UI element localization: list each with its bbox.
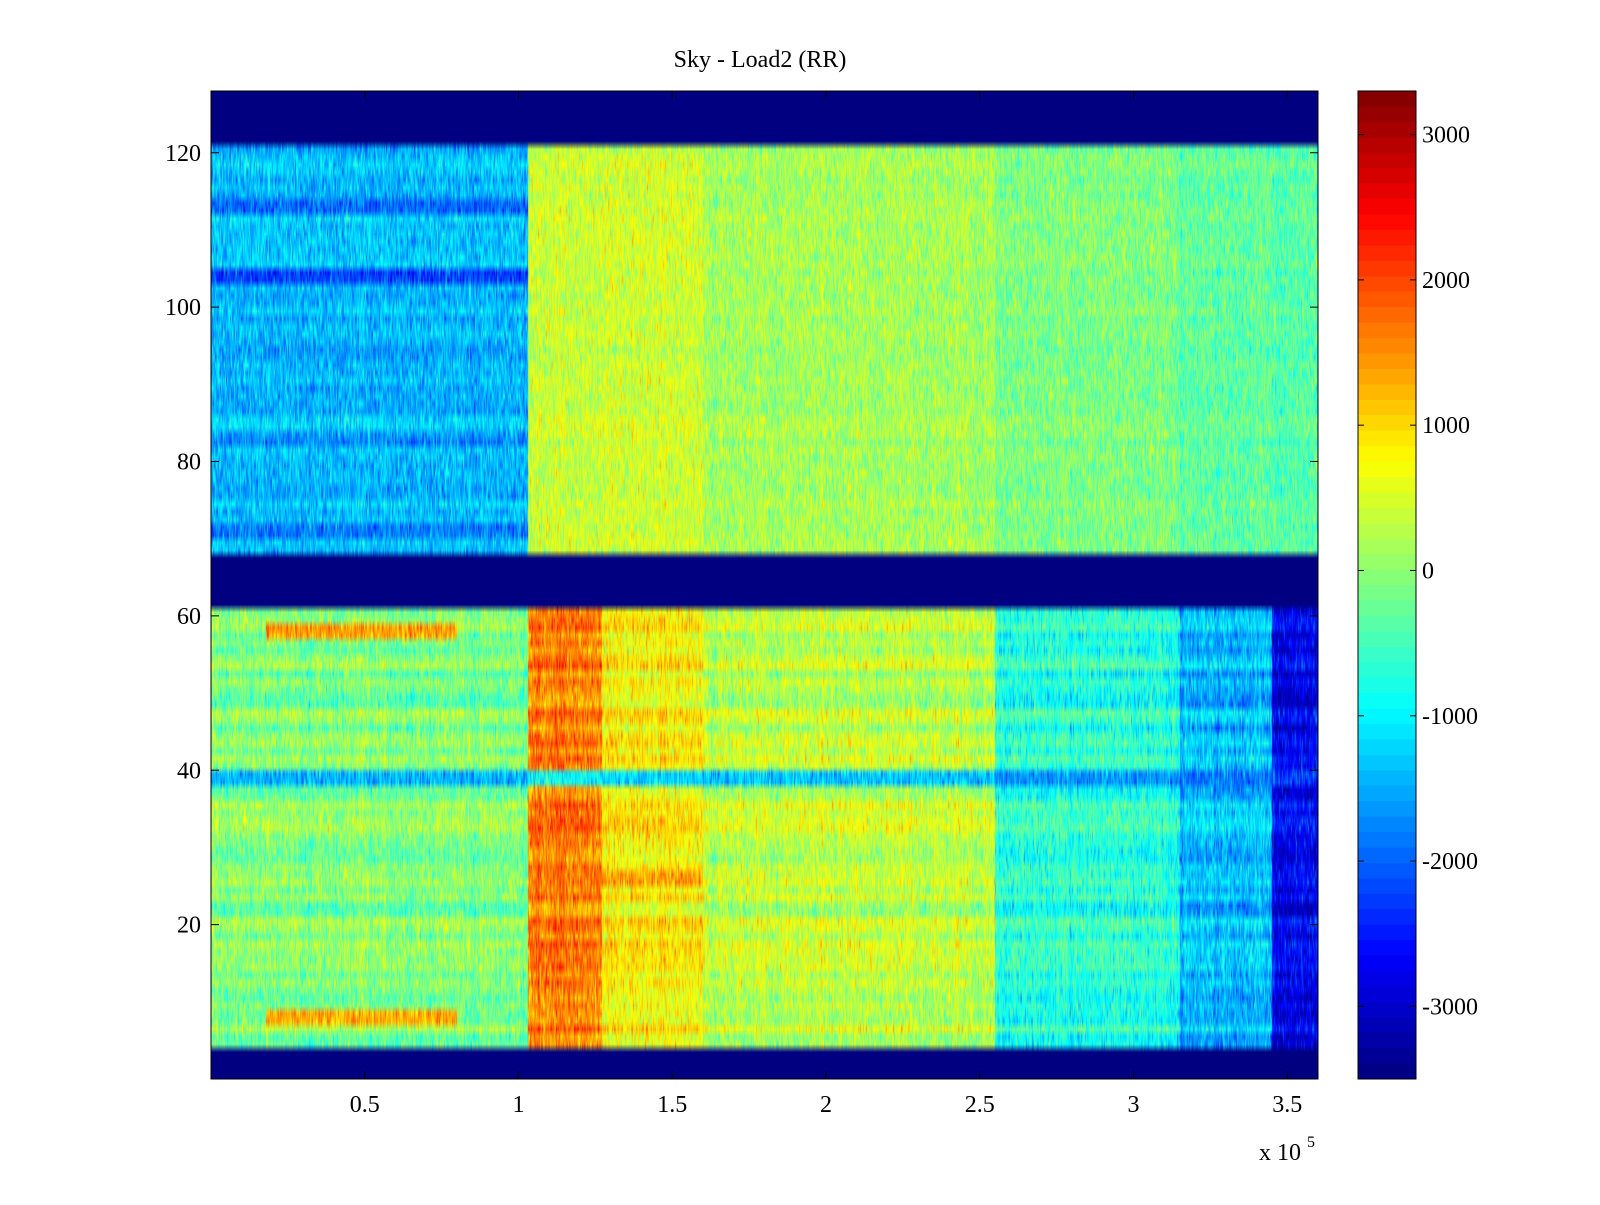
x-tick-label: 3 [1128, 1092, 1140, 1118]
colorbar: 3000 2000 1000 0 -1000 -2000 -3000 [1357, 90, 1478, 1080]
y-tick-label: 100 [165, 295, 201, 321]
colorbar-tick-label: -1000 [1422, 704, 1478, 730]
chart-title: Sky - Load2 (RR) [674, 47, 847, 73]
x-tick-label: 1.5 [657, 1092, 687, 1118]
x-tick-label: 2.5 [965, 1092, 995, 1118]
colorbar-tick-label: -2000 [1422, 849, 1478, 875]
colorbar-tick-label: 3000 [1422, 123, 1470, 149]
x-tick-label: 2 [820, 1092, 832, 1118]
x-axis-multiplier-exponent: 5 [1307, 1134, 1315, 1151]
y-axis: 20 40 60 80 100 120 [165, 141, 1318, 939]
y-tick-label: 20 [177, 913, 201, 939]
y-tick-label: 60 [177, 604, 201, 630]
y-tick-label: 40 [177, 758, 201, 784]
heatmap-image [211, 91, 1318, 1079]
x-axis: 0.5 1 1.5 2 2.5 3 3.5 [350, 91, 1302, 1118]
colorbar-ticks: 3000 2000 1000 0 -1000 -2000 -3000 [1358, 123, 1478, 1020]
x-axis-multiplier: x 10 5 [1259, 1134, 1315, 1166]
plot-frame [210, 90, 1319, 1080]
y-tick-label: 80 [177, 450, 201, 476]
colorbar-tick-label: -3000 [1422, 994, 1478, 1020]
plot-area [210, 90, 1319, 1080]
colorbar-gradient [1358, 91, 1416, 1079]
y-tick-label: 120 [165, 141, 201, 167]
colorbar-tick-label: 2000 [1422, 268, 1470, 294]
x-tick-label: 1 [513, 1092, 525, 1118]
x-axis-multiplier-base: x 10 [1259, 1140, 1301, 1166]
x-tick-label: 3.5 [1272, 1092, 1302, 1118]
colorbar-frame [1357, 90, 1417, 1080]
colorbar-tick-label: 0 [1422, 558, 1434, 584]
colorbar-tick-label: 1000 [1422, 413, 1470, 439]
x-tick-label: 0.5 [350, 1092, 380, 1118]
